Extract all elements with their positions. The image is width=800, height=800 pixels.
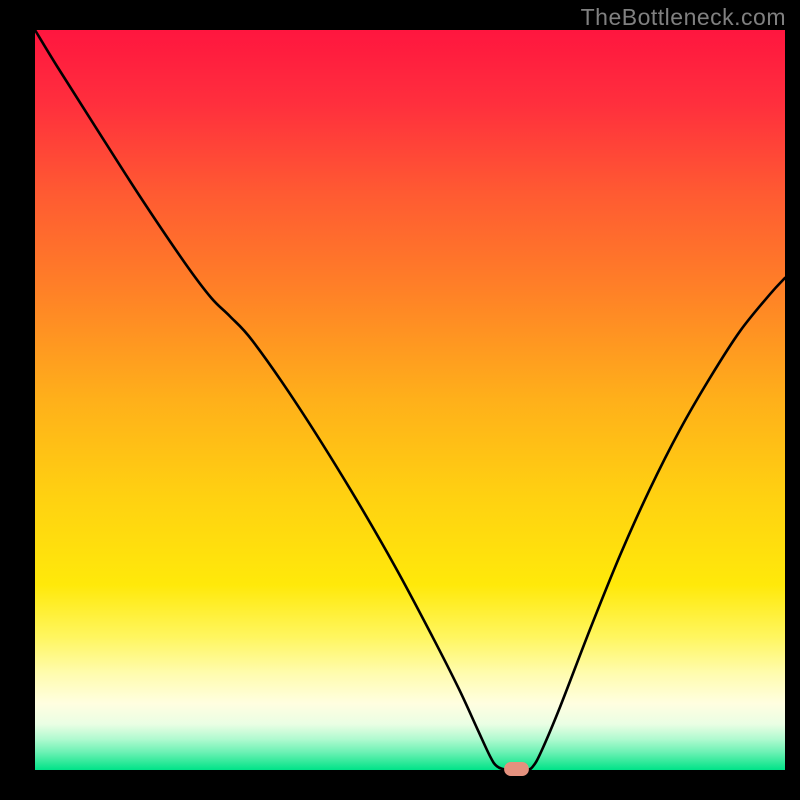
optimal-point-marker [504,762,529,776]
bottleneck-chart [0,0,800,800]
watermark-text: TheBottleneck.com [581,4,786,31]
chart-background [35,30,785,770]
